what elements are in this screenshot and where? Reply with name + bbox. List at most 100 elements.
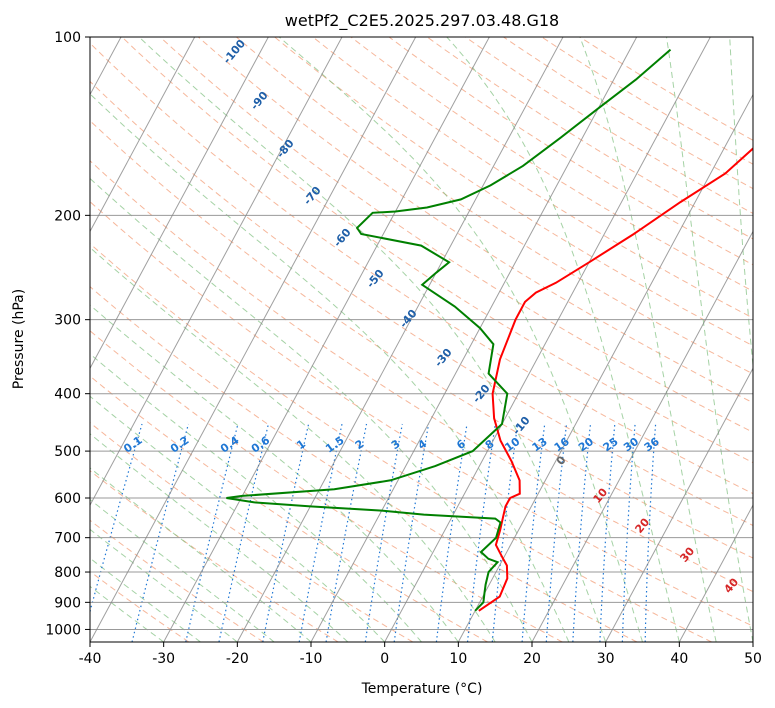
y-tick-label: 500: [54, 444, 81, 460]
moist-adiabat-line: [90, 557, 201, 642]
dry-adiabat-line: [90, 422, 414, 642]
x-tick-label: 50: [744, 651, 762, 667]
mixing-ratio-label: 6: [454, 437, 468, 452]
mixing-ratio-line: [435, 423, 468, 642]
dry-adiabat-line: [159, 37, 753, 433]
moist-adiabat-label: 0: [554, 453, 569, 467]
moist-adiabat-line: [278, 37, 643, 642]
mixing-ratio-label: 4: [416, 437, 430, 452]
moist-adiabat-line: [90, 93, 570, 642]
moist-adiabat-label: -60: [331, 226, 354, 250]
y-tick-label: 100: [54, 30, 81, 46]
y-tick-label: 700: [54, 531, 81, 547]
moist-adiabat-line: [666, 37, 753, 642]
isotherm-gridline: [236, 37, 564, 642]
mixing-ratio-lines: [90, 423, 657, 642]
mixing-ratio-label: 2: [353, 437, 367, 452]
y-tick-label: 300: [54, 313, 81, 329]
moist-adiabat-label: -30: [432, 346, 455, 370]
dry-adiabats: [90, 37, 753, 642]
mixing-ratio-line: [644, 423, 657, 642]
isotherm-gridline: [752, 640, 753, 642]
isotherm-gridline: [90, 37, 269, 370]
moist-adiabat-line: [90, 353, 422, 642]
isotherm-gridline: [310, 37, 638, 642]
moist-adiabat-line: [90, 433, 349, 642]
mixing-ratio-label: 1.5: [323, 434, 346, 456]
dewpoint-trace: [226, 48, 672, 612]
y-tick-label: 1000: [45, 622, 81, 638]
mixing-ratio-line: [218, 423, 269, 642]
dry-adiabat-line: [90, 200, 753, 627]
y-tick-label: 400: [54, 387, 81, 403]
moist-adiabat-label: -50: [364, 267, 387, 291]
x-tick-label: 40: [670, 651, 688, 667]
isotherm-gridline: [605, 367, 753, 642]
moist-adiabat-line: [90, 395, 386, 642]
x-tick-label: 10: [449, 651, 467, 667]
dry-adiabat-line: [121, 37, 753, 464]
moist-adiabat-line: [90, 467, 312, 642]
moist-adiabat-line: [90, 498, 275, 642]
dry-adiabat-line: [90, 80, 753, 527]
isobar-gridlines: [90, 37, 753, 630]
x-tick-label: -40: [79, 651, 102, 667]
moist-adiabats: [90, 37, 753, 642]
temperature-trace: [478, 147, 753, 612]
dry-adiabat-line: [90, 330, 563, 642]
isotherm-gridline: [678, 504, 753, 642]
moist-adiabat-line: [138, 37, 607, 642]
dry-adiabat-line: [90, 470, 339, 642]
moist-adiabat-line: [90, 246, 496, 642]
moist-adiabat-line: [90, 528, 238, 642]
isotherm-gridline: [90, 37, 417, 642]
x-tick-label: -30: [152, 651, 175, 667]
y-tick-label: 900: [54, 595, 81, 611]
mixing-ratio-line: [572, 423, 592, 642]
moist-adiabat-label: 30: [677, 544, 697, 564]
dry-adiabat-line: [274, 37, 753, 347]
dry-adiabat-line: [90, 42, 753, 495]
moist-adiabat-line: [90, 177, 533, 642]
dry-adiabat-line: [312, 37, 753, 319]
mixing-ratio-line: [621, 423, 636, 642]
moist-adiabat-line: [729, 37, 753, 371]
isotherm-gridline: [531, 230, 753, 642]
mixing-ratio-line: [131, 423, 189, 642]
moist-adiabat-label: -20: [470, 382, 493, 406]
x-tick-label: 30: [597, 651, 615, 667]
y-axis: 100 200 300 400 500 600 700 800 900 1000: [45, 30, 90, 638]
mixing-ratio-line: [521, 423, 546, 642]
plot-frame: [89, 36, 754, 643]
isopleth-labels: 0.1 0.2 0.4 0.6 1 1.5 2 3 4 6 8 10 13 16 20 25 30 36-100-…: [121, 37, 741, 596]
y-axis-label: Pressure (hPa): [11, 289, 27, 389]
mixing-ratio-line: [393, 423, 430, 642]
dry-adiabat-line: [90, 570, 190, 642]
x-tick-label: 20: [523, 651, 541, 667]
dry-adiabat-line: [90, 375, 488, 642]
dry-adiabat-line: [350, 37, 753, 292]
moist-adiabat-line: [579, 37, 717, 642]
dry-adiabat-line: [90, 243, 712, 642]
dry-adiabat-line: [90, 285, 638, 642]
sounding-traces: [226, 48, 753, 612]
moist-adiabat-label: -100: [220, 37, 248, 67]
dry-adiabat-line: [503, 37, 753, 190]
dry-adiabat-line: [90, 160, 753, 593]
x-tick-label: 0: [380, 651, 389, 667]
y-tick-label: 800: [54, 565, 81, 581]
mixing-ratio-label: 0.4: [218, 434, 242, 456]
isotherm-gridline: [457, 93, 753, 642]
plot-area: 0.1 0.2 0.4 0.6 1 1.5 2 3 4 6 8 10 13 16 20 25 30 36-100-…: [90, 37, 753, 642]
chart-title: wetPf2_C2E5.2025.297.03.48.G18: [285, 11, 559, 31]
moist-adiabat-label: -90: [248, 89, 271, 113]
dry-adiabat-line: [90, 120, 753, 559]
x-tick-label: -20: [226, 651, 249, 667]
x-axis: -40 -30 -20 -10 0 10 20 30 40 50: [79, 642, 762, 667]
moist-adiabat-label: -70: [301, 184, 324, 208]
mixing-ratio-line: [185, 423, 239, 642]
isotherm-gridline: [90, 37, 196, 233]
isotherm-gridline: [163, 37, 490, 642]
y-tick-label: 600: [54, 491, 81, 507]
